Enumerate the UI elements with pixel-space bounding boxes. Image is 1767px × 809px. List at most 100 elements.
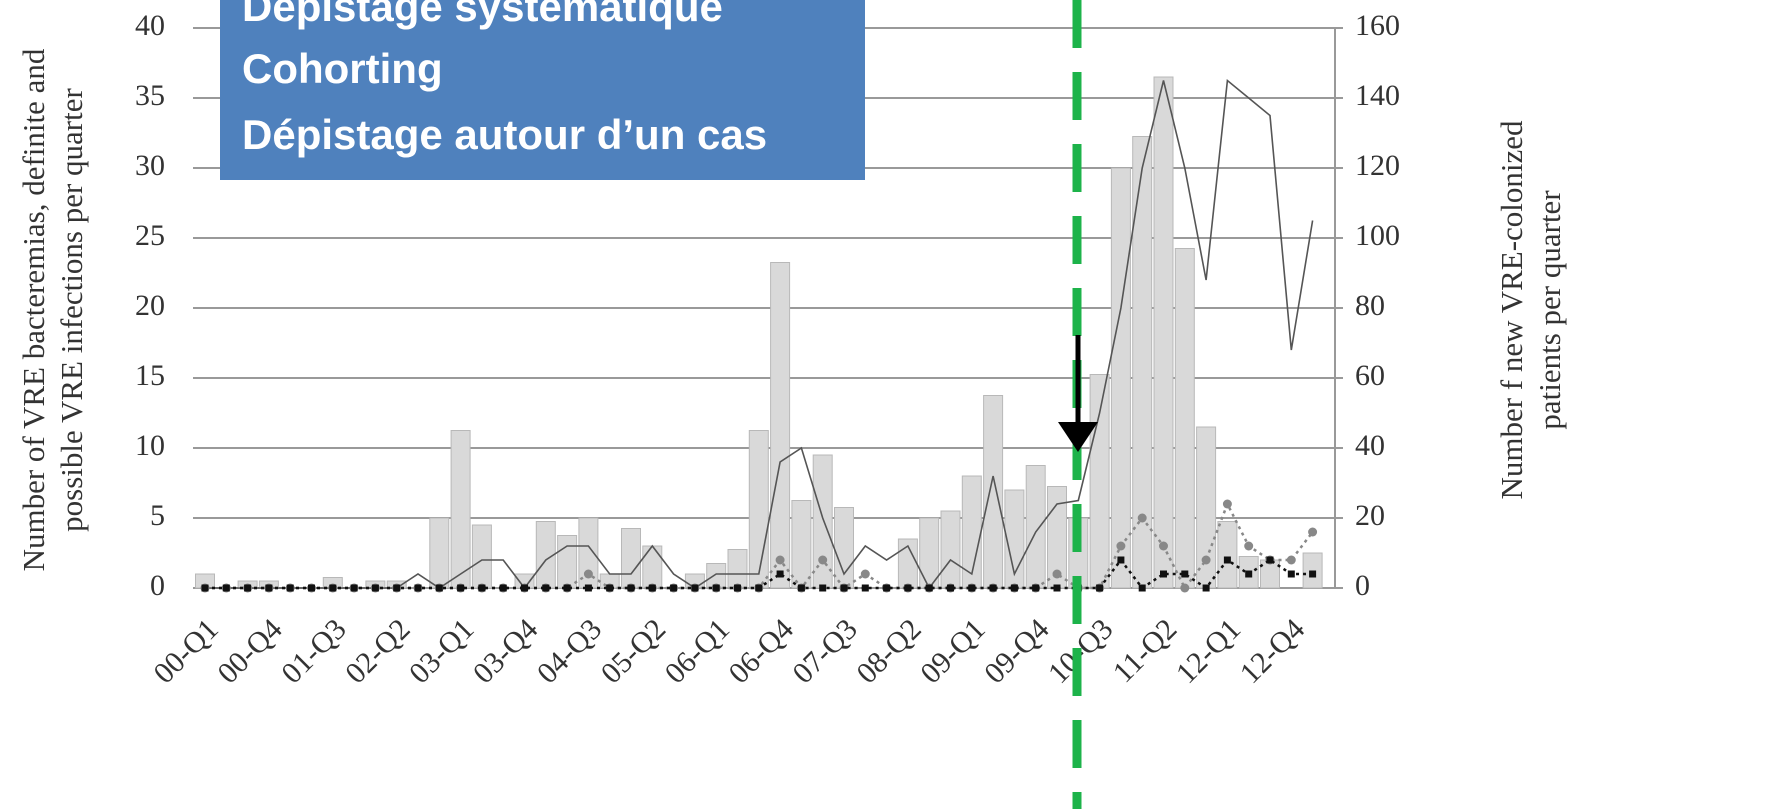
marker [1053, 584, 1061, 592]
annotation: Dépistage autour d’un cas [242, 111, 767, 158]
marker [521, 584, 528, 592]
bar [727, 549, 748, 589]
marker [1160, 570, 1167, 578]
bar [1217, 521, 1238, 589]
y2-tick-label: 80 [1355, 289, 1385, 322]
marker [1096, 584, 1104, 592]
marker [1010, 584, 1018, 592]
x-tick-label: 09-Q4 [978, 612, 1056, 690]
annotation: Dépistage systématique [242, 0, 723, 30]
marker [1180, 583, 1190, 593]
marker [1223, 556, 1231, 564]
marker [1201, 555, 1211, 565]
annotation: Cohorting [242, 45, 443, 92]
bar [919, 517, 940, 589]
x-tick-label: 00-Q1 [147, 612, 225, 690]
marker [1245, 570, 1253, 578]
bar [557, 535, 578, 589]
bar [748, 430, 769, 589]
x-tick-label: 01-Q3 [275, 612, 353, 690]
marker [627, 584, 635, 592]
x-tick-label: 06-Q1 [658, 612, 736, 690]
y2-tick-label: 20 [1355, 499, 1385, 532]
marker [563, 584, 571, 592]
y2-axis-title: Number f new VRE-colonizedpatients per q… [1494, 120, 1567, 500]
y-tick-label: 35 [135, 79, 165, 112]
x-tick-label: 07-Q3 [786, 612, 864, 690]
marker [265, 584, 273, 592]
marker [1222, 499, 1232, 509]
bar [834, 507, 854, 589]
bar [621, 528, 641, 589]
bar [429, 517, 450, 589]
bar [983, 395, 1004, 589]
marker [393, 584, 401, 592]
marker [691, 584, 699, 592]
y2-tick-label: 40 [1355, 429, 1385, 462]
marker [1116, 541, 1126, 551]
marker [861, 584, 869, 592]
x-tick-label: 03-Q4 [467, 612, 545, 690]
y-axis-title: Number of VRE bacteremias, definite andp… [16, 48, 89, 571]
marker [925, 584, 933, 592]
marker [244, 584, 252, 592]
y-tick-label: 25 [135, 219, 165, 252]
x-tick-label: 00-Q4 [211, 612, 289, 690]
bar [1153, 76, 1174, 589]
marker [968, 584, 976, 592]
marker [1202, 584, 1210, 592]
bar [1025, 465, 1046, 589]
marker [734, 584, 741, 592]
marker [670, 584, 678, 592]
marker [222, 584, 230, 592]
y-tick-label: 15 [135, 359, 165, 392]
marker [1244, 541, 1254, 551]
bar [1110, 167, 1131, 589]
marker [457, 584, 465, 592]
bar [812, 454, 833, 589]
marker [860, 569, 870, 579]
marker [797, 584, 805, 592]
marker [329, 584, 337, 592]
x-tick-label: 06-Q4 [722, 612, 800, 690]
marker [776, 570, 784, 578]
marker [883, 584, 891, 592]
y2-tick-label: 60 [1355, 359, 1385, 392]
x-tick-label: 04-Q3 [531, 612, 609, 690]
y-tick-label: 20 [135, 289, 165, 322]
marker [1308, 527, 1318, 537]
marker [1287, 570, 1295, 578]
x-tick-label: 05-Q2 [595, 612, 673, 690]
annotation-box [220, 0, 865, 180]
y-tick-label: 30 [135, 149, 165, 182]
marker [584, 584, 592, 592]
marker [1309, 570, 1317, 578]
marker [308, 584, 315, 592]
y2-tick-label: 120 [1355, 149, 1400, 182]
y-tick-label: 5 [150, 499, 165, 532]
y-tick-label: 0 [150, 569, 165, 602]
marker [435, 584, 443, 592]
marker [1137, 513, 1147, 523]
bar [471, 524, 492, 589]
x-tick-label: 12-Q1 [1170, 612, 1248, 690]
marker [712, 584, 720, 592]
marker [371, 584, 379, 592]
x-tick-label: 03-Q1 [403, 612, 481, 690]
marker [1159, 541, 1168, 551]
marker [840, 584, 848, 592]
marker [478, 584, 486, 592]
bar [642, 545, 663, 589]
bar [940, 510, 961, 589]
arrow-head [1058, 422, 1098, 452]
bar [1089, 374, 1110, 589]
y2-tick-label: 140 [1355, 79, 1400, 112]
marker [350, 584, 358, 592]
marker [904, 584, 912, 592]
marker [201, 584, 209, 592]
marker [1032, 584, 1040, 592]
y2-tick-label: 160 [1355, 9, 1400, 42]
x-tick-label: 11-Q2 [1107, 612, 1184, 689]
marker [1266, 556, 1274, 564]
x-tick-label: 09-Q1 [914, 612, 992, 690]
